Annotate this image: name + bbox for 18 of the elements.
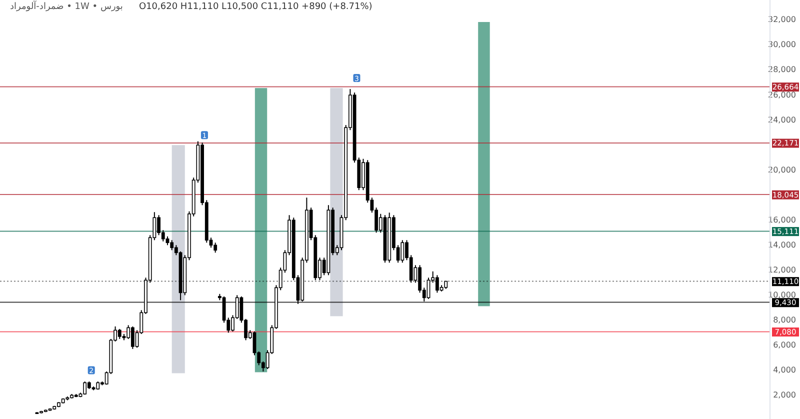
y-tick-label: 4,000 bbox=[773, 365, 796, 374]
candlestick bbox=[170, 240, 174, 251]
annotation: O10,620 H11,110 L10,500 C11,110 +890 (+8.71%) bbox=[139, 2, 372, 12]
y-tick-label: 6,000 bbox=[773, 340, 796, 350]
y-tick-label: 2,000 bbox=[773, 390, 796, 400]
y-tick-label: 12,000 bbox=[768, 265, 796, 274]
chart-title: بورس • 1W • ضمراد-آلومراد bbox=[10, 2, 123, 12]
candlestick bbox=[118, 328, 122, 340]
y-tick-label: 14,000 bbox=[768, 240, 796, 250]
candlestick bbox=[83, 380, 87, 396]
y-tick-label: 10,000 bbox=[768, 290, 796, 300]
candlestick bbox=[130, 326, 134, 350]
y-tick-label: 30,000 bbox=[768, 40, 796, 50]
candlestick bbox=[214, 242, 218, 254]
y-tick-label: 8,000 bbox=[773, 315, 796, 324]
candlestick bbox=[400, 240, 404, 264]
y-tick-label: 32,000 bbox=[768, 15, 796, 24]
y-tick-label: 16,000 bbox=[768, 215, 796, 224]
